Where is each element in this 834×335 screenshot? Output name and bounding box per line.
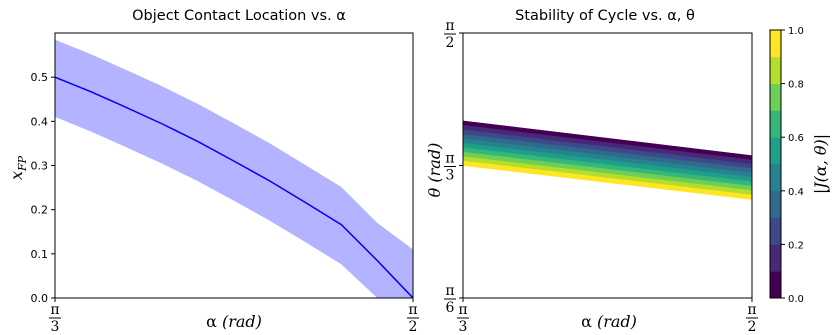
right-x-tick-label-numerator: π	[747, 302, 756, 318]
colorbar-tick-label: 0.0	[788, 294, 804, 305]
left-y-tick-label: 0.1	[31, 248, 49, 261]
colorbar-segment	[770, 83, 781, 111]
right-y-tick-label-denominator: 3	[446, 168, 455, 184]
right-y-tick-label-numerator: π	[445, 283, 454, 299]
left-y-axis-label: xFP	[7, 155, 29, 180]
right-x-tick-label-denominator: 3	[459, 319, 468, 335]
colorbar-tick-label: 1.0	[788, 26, 804, 37]
colorbar-segment	[770, 271, 781, 299]
colorbar-tick-label: 0.4	[788, 187, 804, 198]
left-y-tick-label: 0.0	[31, 292, 49, 305]
left-x-tick-label-numerator: π	[50, 302, 59, 318]
right-x-tick-label-denominator: 2	[748, 319, 757, 335]
left-chart-title: Object Contact Location vs. α	[132, 8, 346, 24]
colorbar-label: |J(α, θ)|	[811, 134, 830, 194]
left-y-tick-label: 0.2	[31, 204, 49, 217]
right-y-tick-label: π6	[444, 283, 456, 316]
right-y-tick-label-numerator: π	[445, 151, 454, 167]
left-y-axis-symbol: x	[7, 171, 26, 180]
left-y-tick-label: 0.4	[31, 115, 49, 128]
colorbar-segment	[770, 217, 781, 245]
left-x-axis-label: α (rad)	[206, 312, 262, 331]
left-x-tick-label-denominator: 2	[409, 319, 418, 335]
right-plot-area	[462, 120, 753, 200]
right-x-tick-label: π2	[746, 302, 758, 335]
left-y-tick-label: 0.5	[31, 71, 49, 84]
confidence-band	[55, 39, 413, 298]
colorbar	[770, 30, 781, 299]
right-y-axis-symbol: θ	[425, 187, 444, 197]
left-y-ticks: 0.0 0.1 0.2 0.3 0.4 0.5	[31, 71, 55, 305]
colorbar-tick-label: 0.2	[788, 240, 804, 251]
right-y-axis-label: θ (rad)	[425, 143, 444, 198]
right-x-axis-label: α (rad)	[581, 312, 637, 331]
left-y-tick-label: 0.3	[31, 160, 49, 173]
colorbar-segment	[770, 110, 781, 138]
left-x-tick-label: π2	[407, 302, 419, 335]
contact-location-line	[55, 76, 413, 298]
colorbar-tick-label: 0.6	[788, 133, 804, 144]
left-chart: Object Contact Location vs. α 0.00.10.20…	[7, 8, 419, 335]
right-x-axis-unit: (rad)	[597, 312, 637, 331]
right-x-tick-label: π3	[457, 302, 469, 335]
colorbar-segment	[770, 164, 781, 192]
colorbar-segment	[770, 56, 781, 84]
right-x-axis-symbol: α	[581, 312, 592, 331]
left-x-axis-unit: (rad)	[222, 312, 262, 331]
colorbar-segment	[770, 190, 781, 218]
right-y-tick-label: π3	[444, 151, 456, 184]
right-y-axis-unit: (rad)	[425, 143, 444, 183]
right-x-tick-label-numerator: π	[458, 302, 467, 318]
colorbar-frame	[769, 29, 782, 299]
colorbar-ticks: 0.0 0.2 0.4 0.6 0.8 1.0	[781, 26, 804, 305]
left-y-axis-subscript: FP	[16, 155, 29, 172]
right-y-tick-label: π2	[444, 18, 456, 51]
right-y-tick-label-denominator: 2	[446, 35, 455, 51]
colorbar-tick-label: 0.8	[788, 80, 804, 91]
right-y-tick-label-denominator: 6	[446, 300, 455, 316]
colorbar-segment	[770, 30, 781, 58]
left-plot-area	[55, 39, 413, 298]
left-x-tick-label: π3	[49, 302, 61, 335]
left-x-tick-label-numerator: π	[408, 302, 417, 318]
right-y-tick-label-numerator: π	[445, 18, 454, 34]
colorbar-segment	[770, 244, 781, 272]
right-chart-title: Stability of Cycle vs. α, θ	[515, 8, 695, 24]
left-x-tick-label-denominator: 3	[51, 319, 60, 335]
colorbar-segment	[770, 137, 781, 165]
left-x-axis-symbol: α	[206, 312, 217, 331]
